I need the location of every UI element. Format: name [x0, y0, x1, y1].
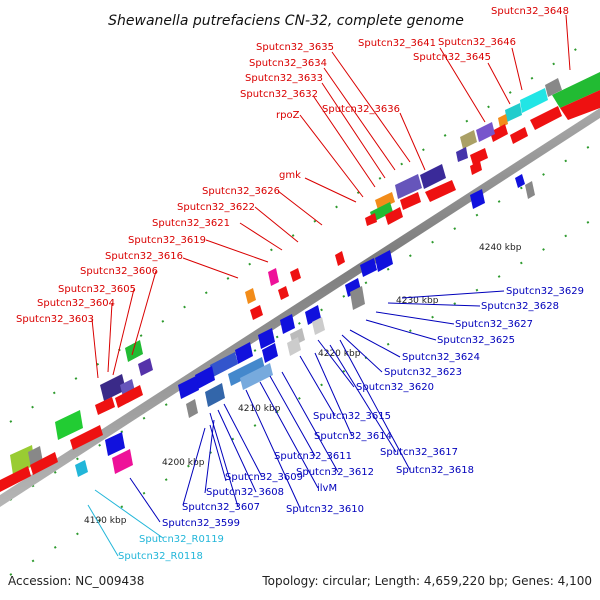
- top-gene-labels: Sputcn32_3648 Sputcn32_3646 Sputcn32_364…: [16, 6, 569, 325]
- gene-label[interactable]: Sputcn32_3629: [506, 286, 584, 297]
- gene-label[interactable]: Sputcn32_3619: [128, 235, 206, 246]
- top-leader-lines: [91, 14, 571, 379]
- gene-label[interactable]: rpoZ: [276, 110, 300, 121]
- gene-label[interactable]: Sputcn32_3622: [177, 202, 255, 213]
- gene-label[interactable]: Sputcn32_3610: [286, 504, 364, 515]
- gene-label[interactable]: Sputcn32_3634: [249, 58, 327, 69]
- gene-label[interactable]: Sputcn32_3645: [413, 52, 491, 63]
- gene-label[interactable]: Sputcn32_3648: [491, 6, 569, 17]
- gene-label[interactable]: Sputcn32_3627: [455, 319, 533, 330]
- kbp-label: 4240 kbp: [479, 243, 522, 253]
- bottom-leader-lines: [129, 290, 505, 523]
- gene-label[interactable]: Sputcn32_3605: [58, 284, 136, 295]
- gene-label[interactable]: Sputcn32_R0119: [139, 534, 224, 545]
- kbp-label: 4220 kbp: [318, 349, 361, 359]
- kbp-label: 4200 kbp: [162, 458, 205, 468]
- gene-label[interactable]: Sputcn32_3623: [384, 367, 462, 378]
- gene-label[interactable]: Sputcn32_3620: [356, 382, 434, 393]
- accession-text: Accession: NC_009438: [8, 574, 144, 588]
- gene-label[interactable]: Sputcn32_3624: [402, 352, 480, 363]
- bottom-gene-labels: Sputcn32_3629 Sputcn32_3628 Sputcn32_362…: [162, 286, 584, 529]
- gene-label[interactable]: Sputcn32_3646: [438, 37, 516, 48]
- kbp-label: 4230 kbp: [396, 296, 439, 306]
- gene-label[interactable]: Sputcn32_3608: [206, 487, 284, 498]
- gene-3648: [552, 72, 600, 108]
- gene-label[interactable]: Sputcn32_3618: [396, 465, 474, 476]
- rna-gene-labels: Sputcn32_R0119 Sputcn32_R0118: [118, 534, 224, 562]
- gene-label[interactable]: Sputcn32_R0118: [118, 551, 203, 562]
- forward-genes: [0, 72, 600, 492]
- gene-label[interactable]: Sputcn32_3632: [240, 89, 318, 100]
- gene-label[interactable]: Sputcn32_3615: [313, 411, 391, 422]
- rna-leader-lines: [87, 489, 164, 557]
- genome-summary-text: Topology: circular; Length: 4,659,220 bp…: [261, 574, 592, 588]
- gene-label[interactable]: Sputcn32_3612: [296, 467, 374, 478]
- gene-label[interactable]: gmk: [279, 170, 301, 181]
- kbp-label: 4190 kbp: [84, 516, 127, 526]
- gene-label[interactable]: Sputcn32_3626: [202, 186, 280, 197]
- genome-backbone: [0, 108, 600, 507]
- reverse-genes: [75, 174, 535, 477]
- gene-label[interactable]: Sputcn32_3625: [437, 335, 515, 346]
- gene-label[interactable]: Sputcn32_3609: [225, 472, 303, 483]
- gene-label[interactable]: Sputcn32_3611: [274, 451, 352, 462]
- kbp-label: 4210 kbp: [238, 404, 281, 414]
- kbp-scale: 4190 kbp 4200 kbp 4210 kbp 4220 kbp 4230…: [84, 243, 522, 526]
- gene-label[interactable]: Sputcn32_3641: [358, 38, 436, 49]
- gene-label[interactable]: Sputcn32_3614: [314, 431, 392, 442]
- gene-label[interactable]: Sputcn32_3606: [80, 266, 158, 277]
- gene-label[interactable]: Sputcn32_3599: [162, 518, 240, 529]
- page-title: Shewanella putrefaciens CN-32, complete …: [108, 13, 464, 29]
- gene-label[interactable]: Sputcn32_3636: [322, 104, 400, 115]
- gene-label[interactable]: Sputcn32_3633: [245, 73, 323, 84]
- gene-label[interactable]: ilvM: [317, 483, 337, 494]
- gene-label[interactable]: Sputcn32_3628: [481, 301, 559, 312]
- gene-label[interactable]: Sputcn32_3635: [256, 42, 334, 53]
- gene-label[interactable]: Sputcn32_3604: [37, 298, 115, 309]
- gene-label[interactable]: Sputcn32_3603: [16, 314, 94, 325]
- gene-label[interactable]: Sputcn32_3617: [380, 447, 458, 458]
- gene-label[interactable]: Sputcn32_3621: [152, 218, 230, 229]
- gene-label[interactable]: Sputcn32_3607: [182, 502, 260, 513]
- gene-label[interactable]: Sputcn32_3616: [105, 251, 183, 262]
